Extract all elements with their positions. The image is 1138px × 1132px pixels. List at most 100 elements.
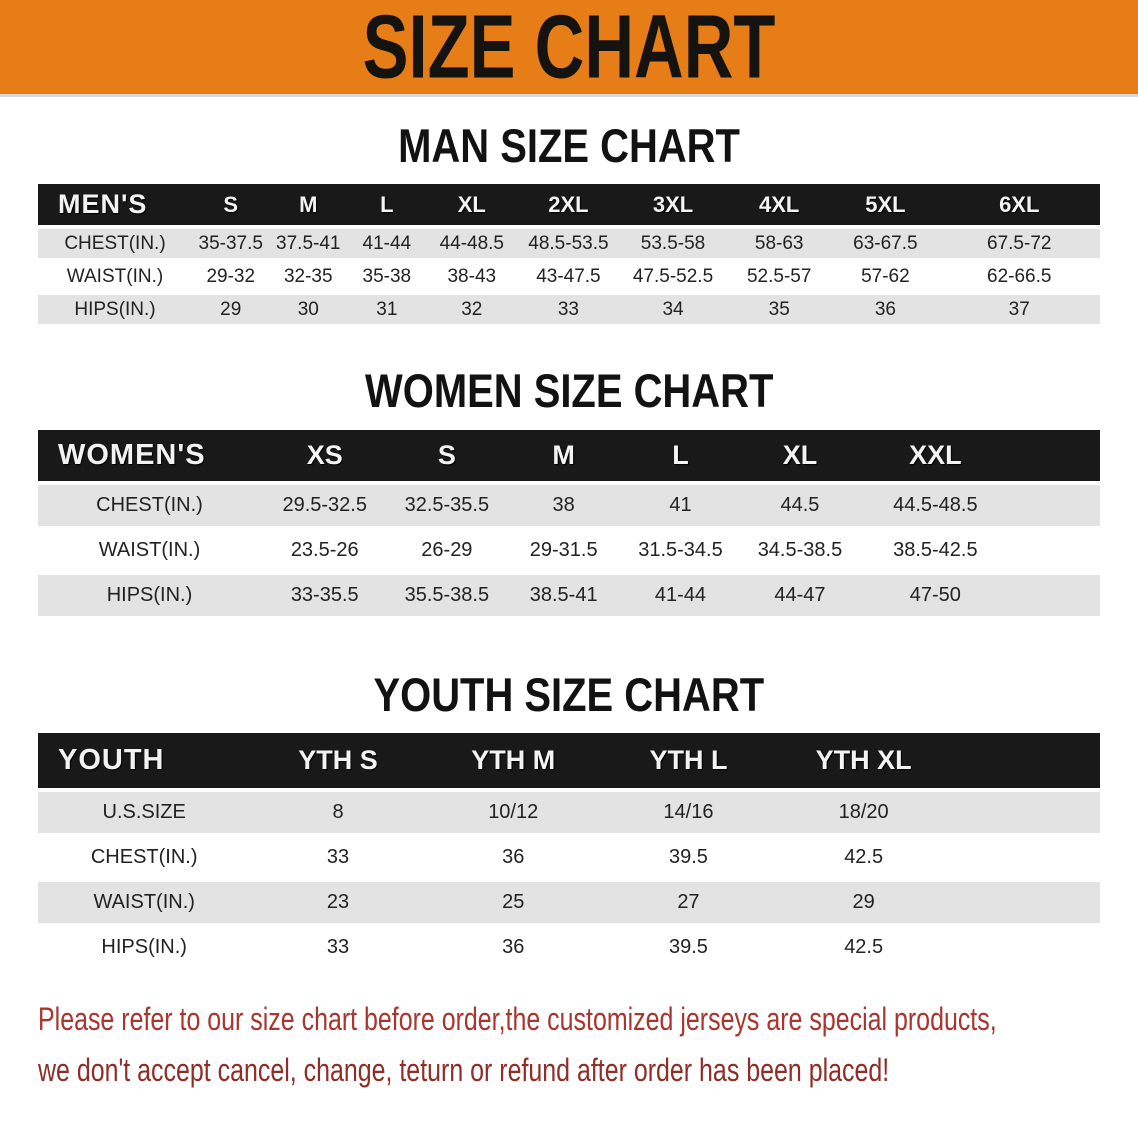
header-filler-cell [951, 733, 1100, 793]
size-value-cell: 35 [726, 295, 833, 329]
size-value-cell: 53.5-58 [619, 229, 727, 263]
size-value-cell: 37.5-41 [269, 229, 348, 263]
size-column-header: YTH L [600, 733, 777, 793]
row-filler-cell [1009, 574, 1100, 620]
measurement-row: WAIST(IN.) 29-32 32-35 35-38 38-43 43-47.5 47.… [38, 262, 1100, 296]
women-section-heading: WOMEN SIZE CHART [364, 364, 774, 418]
measurement-row: WAIST(IN.) 23 25 27 29 [38, 882, 1100, 928]
size-value-cell: 34.5-38.5 [738, 529, 862, 575]
size-value-cell: 32.5-35.5 [388, 484, 506, 530]
youth-size-section: YOUTH SIZE CHART YOUTH YTH S YTH M YTH L YTH… [0, 669, 1138, 973]
row-filler-cell [951, 792, 1100, 838]
row-label: HIPS(IN.) [38, 295, 192, 329]
table-corner-label: WOMEN'S [38, 429, 262, 485]
size-value-cell: 39.5 [600, 837, 777, 883]
banner-title: SIZE CHART [362, 0, 776, 98]
size-column-header: 6XL [938, 184, 1100, 230]
size-column-header: S [191, 184, 270, 230]
women-size-table: WOMEN'S XS S M L XL XXL CHEST(IN.) 29.5-32.5 32.5… [38, 429, 1100, 620]
row-filler-cell [951, 927, 1100, 973]
size-column-header: 3XL [619, 184, 727, 230]
row-label: CHEST(IN.) [38, 484, 262, 530]
size-value-cell: 30 [269, 295, 348, 329]
size-value-cell: 23.5-26 [261, 529, 389, 575]
row-filler-cell [951, 837, 1100, 883]
size-value-cell: 47.5-52.5 [619, 262, 727, 296]
row-label: HIPS(IN.) [38, 574, 262, 620]
measurement-row: WAIST(IN.) 23.5-26 26-29 29-31.5 31.5-34.5 34… [38, 529, 1100, 575]
size-value-cell: 63-67.5 [832, 229, 939, 263]
measurement-row: CHEST(IN.) 35-37.5 37.5-41 41-44 44-48.5 48.5… [38, 229, 1100, 263]
size-value-cell: 57-62 [832, 262, 939, 296]
size-value-cell: 14/16 [600, 792, 777, 838]
table-corner-label: MEN'S [38, 184, 192, 230]
size-value-cell: 35-38 [347, 262, 427, 296]
row-label: CHEST(IN.) [38, 837, 251, 883]
size-column-header: XS [261, 429, 389, 485]
row-filler-cell [1009, 484, 1100, 530]
size-value-cell: 33 [250, 927, 426, 973]
size-value-cell: 39.5 [600, 927, 777, 973]
size-value-cell: 33 [250, 837, 426, 883]
youth-heading-row: YOUTH SIZE CHART [0, 669, 1138, 733]
size-value-cell: 32 [426, 295, 517, 329]
size-column-header: YTH M [425, 733, 601, 793]
row-label: WAIST(IN.) [38, 529, 262, 575]
size-value-cell: 44-48.5 [426, 229, 517, 263]
size-value-cell: 62-66.5 [938, 262, 1100, 296]
men-section-heading: MAN SIZE CHART [398, 119, 740, 172]
size-column-header: S [388, 429, 506, 485]
size-value-cell: 41 [622, 484, 739, 530]
size-value-cell: 41-44 [622, 574, 739, 620]
size-column-header: YTH S [250, 733, 426, 793]
women-heading-row: WOMEN SIZE CHART [0, 366, 1138, 429]
size-value-cell: 35-37.5 [191, 229, 270, 263]
measurement-row: HIPS(IN.) 29 30 31 32 33 34 35 36 37 [38, 295, 1100, 329]
women-size-section: WOMEN SIZE CHART WOMEN'S XS S M L XL XXL CHEST(… [0, 366, 1138, 620]
size-value-cell: 8 [250, 792, 426, 838]
size-value-cell: 36 [832, 295, 939, 329]
size-value-cell: 48.5-53.5 [516, 229, 620, 263]
row-label: U.S.SIZE [38, 792, 251, 838]
size-value-cell: 36 [425, 837, 601, 883]
size-column-header: L [622, 429, 739, 485]
size-value-cell: 33-35.5 [261, 574, 389, 620]
row-label: WAIST(IN.) [38, 262, 192, 296]
men-size-section: MAN SIZE CHART MEN'S S M L XL 2XL 3XL 4XL 5XL 6XL… [0, 121, 1138, 329]
size-value-cell: 38.5-42.5 [861, 529, 1010, 575]
size-value-cell: 42.5 [776, 837, 952, 883]
size-column-header: M [505, 429, 623, 485]
row-filler-cell [951, 882, 1100, 928]
size-column-header: 5XL [832, 184, 939, 230]
size-value-cell: 29.5-32.5 [261, 484, 389, 530]
size-column-header: 4XL [726, 184, 833, 230]
size-value-cell: 34 [619, 295, 727, 329]
size-value-cell: 18/20 [776, 792, 952, 838]
size-value-cell: 38 [505, 484, 623, 530]
size-value-cell: 52.5-57 [726, 262, 833, 296]
banner: SIZE CHART [0, 0, 1138, 97]
size-value-cell: 29 [191, 295, 270, 329]
size-value-cell: 47-50 [861, 574, 1010, 620]
size-value-cell: 26-29 [388, 529, 506, 575]
size-value-cell: 29-31.5 [505, 529, 623, 575]
row-label: WAIST(IN.) [38, 882, 251, 928]
size-header-row: MEN'S S M L XL 2XL 3XL 4XL 5XL 6XL [38, 184, 1100, 230]
size-value-cell: 38.5-41 [505, 574, 623, 620]
size-value-cell: 36 [425, 927, 601, 973]
header-filler-cell [1009, 429, 1100, 485]
size-column-header: L [347, 184, 427, 230]
size-value-cell: 38-43 [426, 262, 517, 296]
measurement-row: HIPS(IN.) 33-35.5 35.5-38.5 38.5-41 41-44 44-… [38, 574, 1100, 620]
size-value-cell: 44.5 [738, 484, 862, 530]
size-value-cell: 29 [776, 882, 952, 928]
size-value-cell: 10/12 [425, 792, 601, 838]
size-column-header: 2XL [516, 184, 620, 230]
size-value-cell: 27 [600, 882, 777, 928]
size-value-cell: 23 [250, 882, 426, 928]
size-column-header: M [269, 184, 348, 230]
men-heading-row: MAN SIZE CHART [0, 121, 1138, 184]
measurement-row: CHEST(IN.) 29.5-32.5 32.5-35.5 38 41 44.5 44.5… [38, 484, 1100, 530]
disclaimer: Please refer to our size chart before or… [38, 998, 1138, 1092]
size-value-cell: 44-47 [738, 574, 862, 620]
